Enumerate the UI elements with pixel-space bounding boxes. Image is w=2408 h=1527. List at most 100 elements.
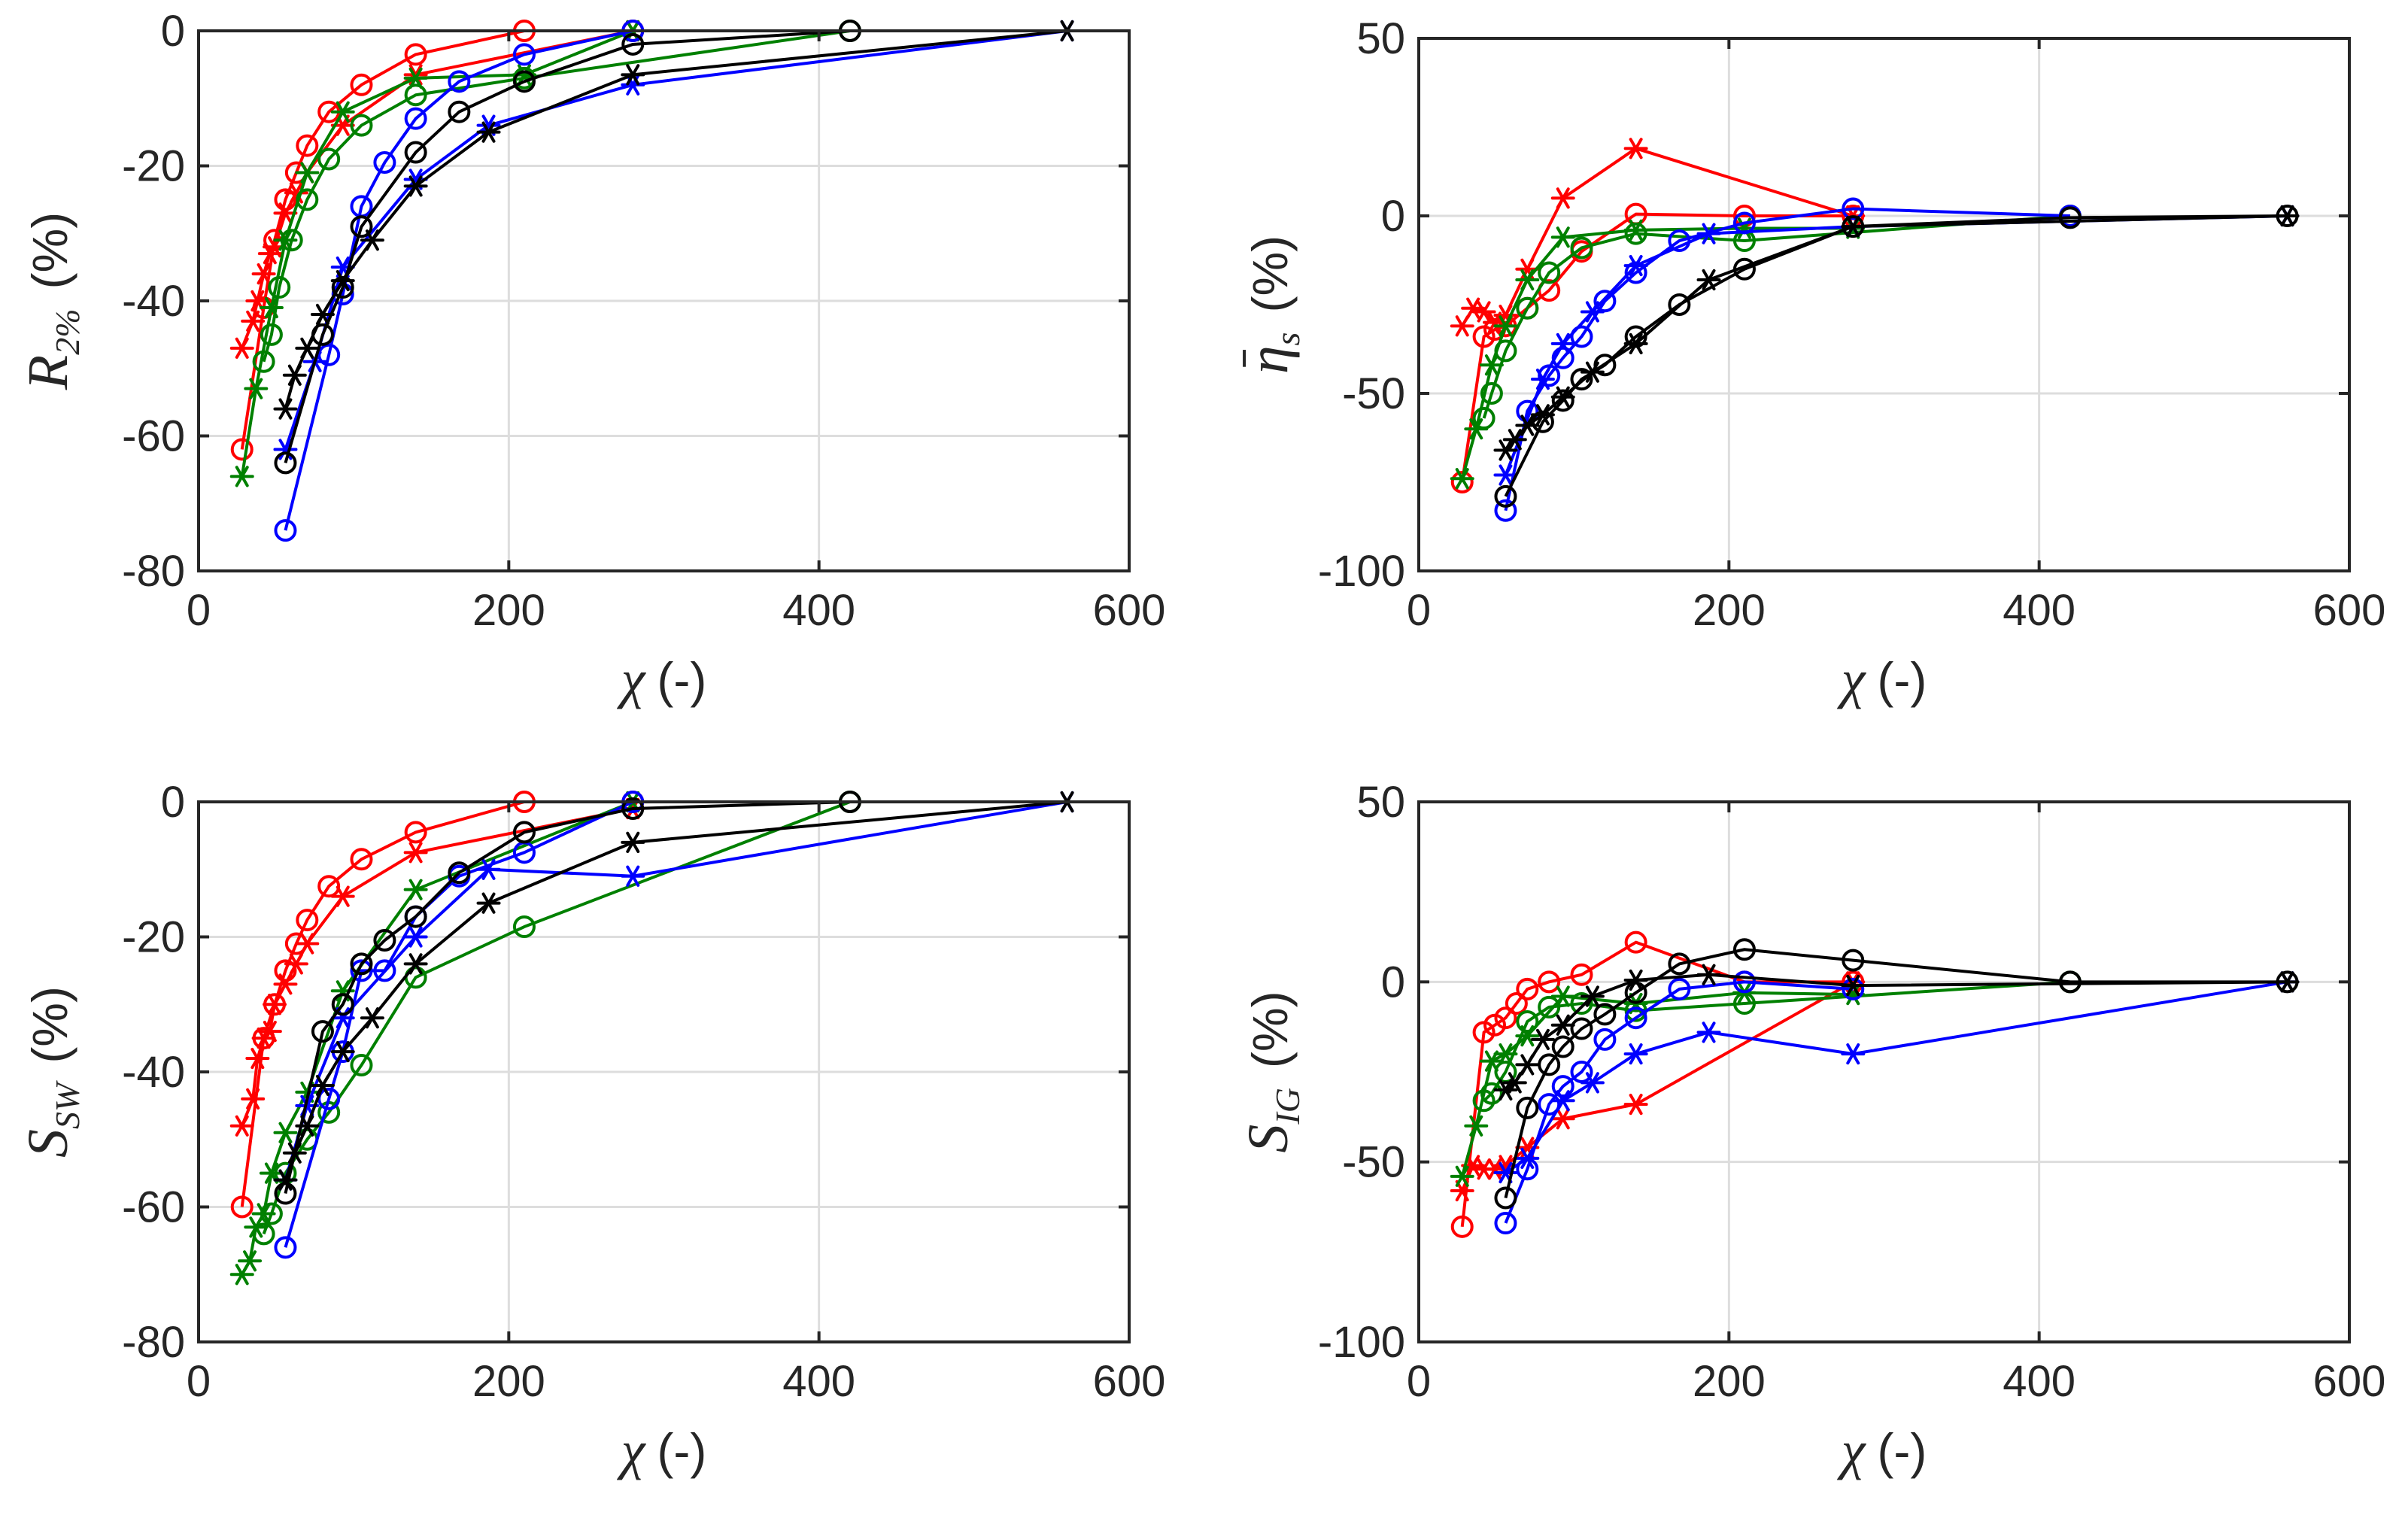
data-point — [1493, 464, 1518, 486]
data-point — [1516, 1096, 1539, 1119]
data-point — [621, 64, 645, 86]
data-point — [403, 926, 428, 948]
data-point — [1471, 301, 1496, 323]
data-point — [274, 519, 297, 542]
data-point — [1624, 930, 1647, 954]
data-point — [296, 909, 319, 932]
data-point — [1593, 290, 1617, 313]
data-point — [1502, 429, 1527, 451]
data-point — [404, 107, 427, 130]
data-point — [1450, 471, 1474, 493]
y-label-subscript: s — [1268, 332, 1307, 346]
y-label-unit: (%) — [22, 212, 77, 290]
data-point — [476, 892, 501, 914]
chart-SSW: 0 200 400 600 -80 -60 -40 -20 0 χ (-) SSW (%) — [17, 778, 1165, 1480]
data-point — [404, 83, 427, 107]
axes-box — [1417, 37, 2351, 572]
x-label-symbol: χ — [617, 1420, 647, 1480]
data-point — [1479, 354, 1504, 376]
data-point — [1570, 236, 1593, 260]
data-point — [1480, 382, 1503, 405]
data-point — [350, 114, 373, 137]
data-point — [1494, 1006, 1517, 1030]
data-point — [1516, 296, 1539, 320]
data-point — [274, 451, 297, 475]
y-tick-label: -40 — [122, 1048, 185, 1097]
data-point — [1623, 1093, 1648, 1116]
data-point — [273, 229, 298, 251]
data-point — [245, 1047, 270, 1070]
data-point — [403, 175, 428, 197]
data-point — [1550, 985, 1575, 1007]
data-point — [350, 848, 373, 871]
data-point — [1550, 1108, 1575, 1130]
data-point — [621, 831, 645, 853]
data-point — [295, 933, 320, 955]
series-4 — [1494, 970, 1865, 1235]
x-axis-label: χ (-) — [617, 1420, 707, 1480]
y-tick-label: -80 — [122, 1318, 185, 1367]
data-point — [238, 1250, 263, 1272]
data-point — [251, 1203, 276, 1225]
x-label-symbol: χ — [1837, 1420, 1867, 1480]
y-label-unit: (%) — [1242, 991, 1298, 1068]
chart-SIG: 0 200 400 600 -100 -50 0 50 χ (-) SIG (%) — [1237, 778, 2385, 1480]
y-tick-label: -50 — [1342, 369, 1405, 418]
series-line — [284, 800, 850, 1194]
data-point — [1842, 949, 1865, 972]
data-point — [621, 32, 645, 56]
data-point — [1696, 269, 1721, 291]
data-point — [1593, 1003, 1617, 1026]
data-point — [273, 973, 298, 995]
y-axis-label: R2% (%) — [17, 212, 87, 390]
data-point — [1550, 1014, 1575, 1036]
x-tick-label: 0 — [1407, 1357, 1431, 1406]
data-point — [317, 147, 341, 171]
x-tick-label: 400 — [782, 586, 855, 635]
data-point — [448, 70, 471, 93]
data-point — [1515, 269, 1540, 291]
data-point — [512, 43, 536, 66]
data-point — [403, 842, 428, 864]
data-point — [404, 141, 427, 164]
x-tick-label: 0 — [1407, 586, 1431, 635]
data-point — [1570, 1017, 1593, 1040]
data-point — [273, 1122, 298, 1143]
data-point — [1623, 969, 1648, 991]
data-point — [404, 905, 427, 928]
data-point — [230, 1195, 254, 1219]
data-point — [2275, 971, 2300, 993]
data-point — [296, 134, 319, 157]
data-point — [1580, 301, 1605, 323]
series-7 — [1493, 205, 2300, 461]
data-point — [476, 121, 501, 143]
data-point — [1551, 1075, 1574, 1098]
series-3 — [229, 20, 645, 487]
data-point — [273, 202, 298, 224]
y-tick-label: -20 — [122, 913, 185, 962]
data-point — [373, 928, 396, 952]
x-tick-label: 200 — [1693, 1357, 1766, 1406]
data-point — [403, 67, 428, 89]
data-point — [1623, 1043, 1648, 1065]
y-tick-label: 0 — [1381, 192, 1405, 241]
data-point — [310, 1074, 335, 1097]
data-point — [259, 296, 284, 319]
data-point — [330, 1007, 355, 1029]
series-6 — [274, 20, 861, 475]
data-point — [241, 1088, 266, 1110]
data-point — [1570, 368, 1593, 391]
series-7 — [1493, 964, 2300, 1101]
data-point — [229, 466, 254, 487]
data-point — [1493, 1043, 1518, 1065]
data-point — [2058, 206, 2082, 229]
data-point — [282, 1142, 307, 1164]
x-tick-label: 200 — [472, 586, 545, 635]
data-point — [1841, 975, 1866, 997]
grid — [199, 802, 1129, 1342]
x-tick-label: 400 — [782, 1357, 855, 1406]
x-tick-label: 600 — [2313, 586, 2386, 635]
data-point — [274, 188, 297, 211]
